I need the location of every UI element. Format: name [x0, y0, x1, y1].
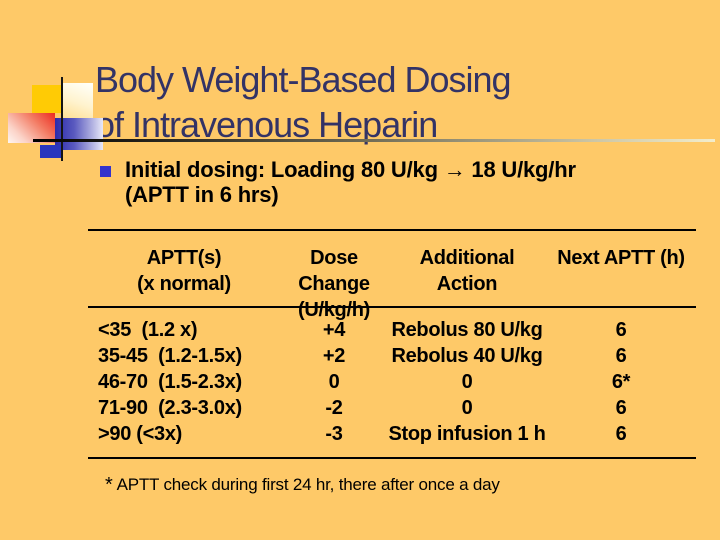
slide-title: Body Weight-Based Dosing of Intravenous …	[95, 57, 695, 147]
footnote-text: APTT check during first 24 hr, there aft…	[116, 475, 500, 494]
title-underline-rule	[33, 139, 715, 142]
header-dose-line1: Dose Change	[298, 247, 370, 295]
footnote: * APTT check during first 24 hr, there af…	[105, 474, 500, 497]
table-row: 46-70 (1.5-2.3x) 0 0 6*	[88, 369, 696, 395]
bullet-line2: (APTT in 6 hrs)	[125, 182, 279, 207]
header-additional-action: Additional Action	[388, 245, 546, 323]
header-aptt: APTT(s) (x normal)	[88, 245, 280, 323]
table-bottom-rule	[88, 457, 696, 459]
decor-vertical-line	[61, 77, 63, 161]
cell-aptt-range: <35 (1.2 x)	[98, 319, 198, 341]
table-row: 35-45 (1.2-1.5x) +2 Rebolus 40 U/kg 6	[88, 343, 696, 369]
cell-aptt-range: 46-70 (1.5-2.3x)	[98, 371, 242, 393]
decor-small-blue-square	[40, 145, 63, 158]
slide-title-line2: of Intravenous Heparin	[95, 104, 438, 146]
cell-dose-change: +4	[322, 319, 346, 341]
cell-action: Stop infusion 1 h	[388, 423, 546, 445]
decor-red-square	[8, 113, 55, 143]
header-dose-line2: (U/kg/h)	[297, 299, 371, 321]
header-next-aptt: Next APTT (h)	[546, 245, 696, 323]
decor-cream-square	[63, 83, 93, 118]
cell-next-aptt: 6	[615, 423, 627, 445]
cell-aptt-range: 35-45 (1.2-1.5x)	[98, 345, 242, 367]
header-aptt-line2: (x normal)	[137, 273, 231, 295]
header-aptt-line1: APTT(s)	[146, 247, 222, 269]
cell-action: Rebolus 40 U/kg	[391, 345, 543, 367]
footnote-asterisk: *	[105, 474, 113, 496]
cell-next-aptt: 6	[615, 345, 627, 367]
cell-aptt-range: >90 (<3x)	[98, 423, 183, 445]
cell-action: Rebolus 80 U/kg	[391, 319, 543, 341]
cell-next-aptt: 6*	[611, 371, 631, 393]
slide-title-line1: Body Weight-Based Dosing	[95, 59, 512, 101]
table-top-rule	[88, 229, 696, 231]
cell-next-aptt: 6	[615, 397, 627, 419]
cell-dose-change: 0	[328, 371, 340, 393]
table-header-row: APTT(s) (x normal) Dose Change (U/kg/h) …	[88, 245, 696, 323]
bullet-text: Initial dosing: Loading 80 U/kg → 18 U/k…	[125, 157, 717, 207]
cell-action: 0	[461, 397, 473, 419]
cell-dose-change: -3	[325, 423, 343, 445]
table-row: 71-90 (2.3-3.0x) -2 0 6	[88, 395, 696, 421]
cell-next-aptt: 6	[615, 319, 627, 341]
header-dose-change: Dose Change (U/kg/h)	[280, 245, 388, 323]
table-header-rule	[88, 306, 696, 308]
header-next-line1: Next APTT (h)	[557, 247, 685, 269]
table-row: <35 (1.2 x) +4 Rebolus 80 U/kg 6	[88, 317, 696, 343]
cell-dose-change: -2	[325, 397, 343, 419]
decor-yellow-square	[32, 85, 62, 113]
header-action-line1: Additional	[419, 247, 515, 269]
table-row: >90 (<3x) -3 Stop infusion 1 h 6	[88, 421, 696, 447]
bullet-line1: Initial dosing: Loading 80 U/kg → 18 U/k…	[125, 157, 576, 182]
cell-dose-change: +2	[322, 345, 346, 367]
header-action-line2: Action	[436, 273, 498, 295]
cell-action: 0	[461, 371, 473, 393]
decor-blue-square	[55, 118, 103, 150]
table-body: <35 (1.2 x) +4 Rebolus 80 U/kg 6 35-45 (…	[88, 317, 696, 447]
bullet-square-icon	[100, 166, 111, 177]
cell-aptt-range: 71-90 (2.3-3.0x)	[98, 397, 242, 419]
